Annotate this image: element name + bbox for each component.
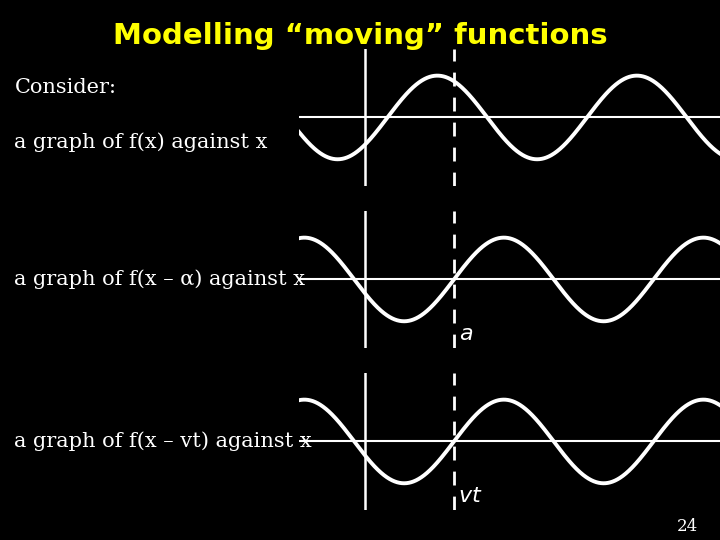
Text: Consider:: Consider:	[14, 78, 117, 97]
Text: a graph of f(x – α) against x: a graph of f(x – α) against x	[14, 269, 305, 289]
Text: Modelling “moving” functions: Modelling “moving” functions	[113, 22, 607, 50]
Text: a graph of f(x) against x: a graph of f(x) against x	[14, 132, 268, 152]
Text: a graph of f(x – vt) against x: a graph of f(x – vt) against x	[14, 431, 312, 451]
Text: $a$: $a$	[459, 323, 474, 345]
Text: $vt$: $vt$	[457, 485, 482, 507]
Text: 24: 24	[677, 518, 698, 535]
